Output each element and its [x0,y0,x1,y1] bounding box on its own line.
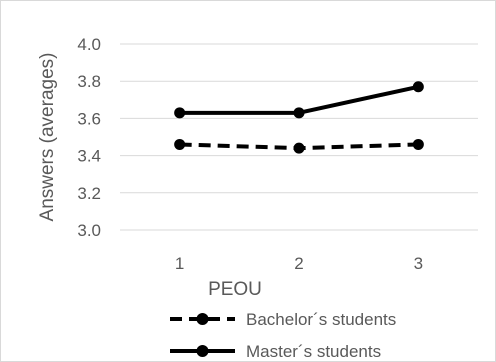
gridlines [120,43,478,231]
y-tick-label-2: 3.4 [77,147,101,166]
legend: Bachelor´s students Master´s students [170,310,396,361]
data-point-s0-0 [174,138,186,150]
legend-label-0: Bachelor´s students [246,310,396,329]
y-tick-labels: 3.0 3.2 3.4 3.6 3.8 4.0 [77,35,101,240]
y-tick-label-1: 3.2 [77,184,101,203]
legend-marker-0 [196,313,209,325]
x-tick-label-2: 3 [414,254,423,273]
x-tick-label-0: 1 [175,254,184,273]
y-tick-label-5: 4.0 [77,35,101,54]
y-tick-label-0: 3.0 [77,221,101,240]
data-point-s0-1 [293,142,305,154]
y-axis-title: Answers (averages) [37,53,58,222]
data-point-s1-1 [293,107,305,119]
data-point-s0-2 [412,138,424,150]
legend-label-1: Master´s students [246,342,381,361]
data-point-s1-2 [412,81,424,93]
x-tick-labels: 1 2 3 [175,254,423,273]
series-lines [174,81,424,154]
data-point-s1-0 [174,107,186,119]
y-tick-label-3: 3.6 [77,109,101,128]
x-axis-title: PEOU [208,279,262,300]
y-tick-label-4: 3.8 [77,72,101,91]
legend-marker-1 [196,345,209,357]
x-tick-label-1: 2 [294,254,303,273]
